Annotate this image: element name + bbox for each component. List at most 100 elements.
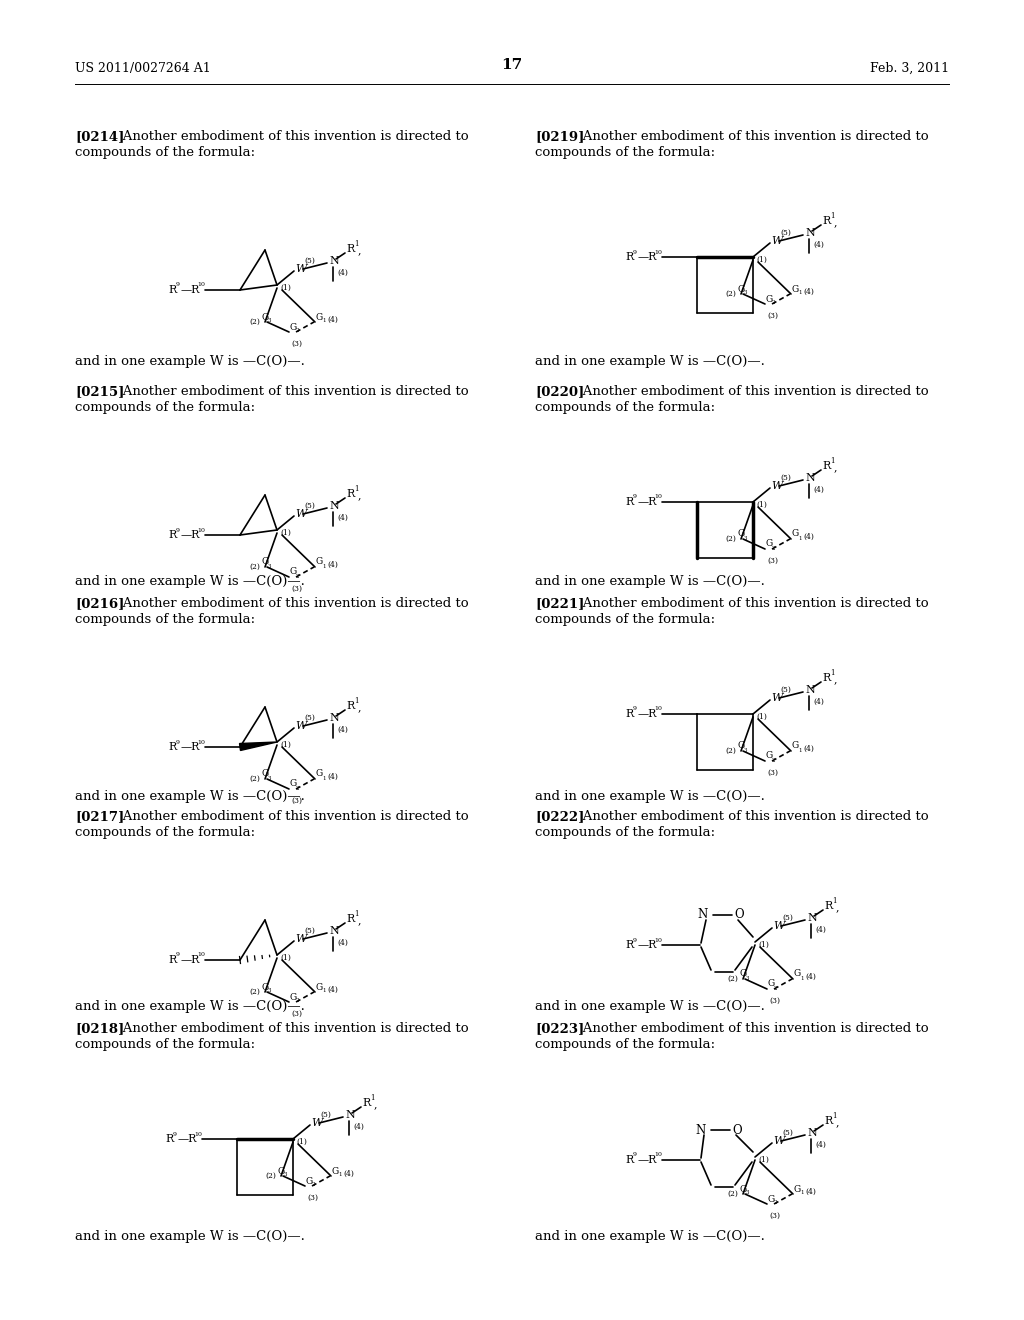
Text: and in one example W is —C(O)—.: and in one example W is —C(O)—. <box>75 1230 305 1243</box>
Text: G: G <box>278 1167 285 1176</box>
Text: W: W <box>773 1137 784 1146</box>
Text: G: G <box>765 294 772 304</box>
Text: 1: 1 <box>322 564 326 569</box>
Text: Another embodiment of this invention is directed to: Another embodiment of this invention is … <box>111 385 469 399</box>
Text: G: G <box>767 1195 774 1204</box>
Text: R: R <box>625 940 633 950</box>
Text: N: N <box>805 685 815 696</box>
Text: R: R <box>625 1155 633 1166</box>
Text: 10: 10 <box>194 1131 202 1137</box>
Text: [0222]: [0222] <box>535 810 585 822</box>
Text: N: N <box>807 1129 817 1138</box>
Text: (3): (3) <box>769 1212 780 1220</box>
Text: G: G <box>331 1167 338 1176</box>
Text: O: O <box>732 1123 741 1137</box>
Text: [0216]: [0216] <box>75 597 124 610</box>
Text: (4): (4) <box>805 973 816 981</box>
Text: N: N <box>695 1123 706 1137</box>
Text: [0220]: [0220] <box>535 385 585 399</box>
Text: N: N <box>329 502 339 511</box>
Text: 9: 9 <box>176 282 180 288</box>
Text: R: R <box>168 954 176 965</box>
Text: W: W <box>295 935 306 944</box>
Text: G: G <box>261 770 268 779</box>
Text: 9: 9 <box>173 1131 177 1137</box>
Text: (2): (2) <box>725 535 736 543</box>
Text: (1): (1) <box>758 941 769 949</box>
Text: G: G <box>791 529 799 539</box>
Text: R: R <box>824 902 833 911</box>
Text: (4): (4) <box>327 774 338 781</box>
Text: (4): (4) <box>805 1188 816 1196</box>
Text: R: R <box>346 244 354 253</box>
Text: 3: 3 <box>268 776 271 780</box>
Text: W: W <box>771 236 782 246</box>
Text: [0218]: [0218] <box>75 1022 124 1035</box>
Text: Another embodiment of this invention is directed to: Another embodiment of this invention is … <box>111 129 469 143</box>
Text: (4): (4) <box>803 744 814 752</box>
Text: —R: —R <box>638 252 657 261</box>
Text: 2: 2 <box>296 573 299 578</box>
Text: R: R <box>362 1098 371 1107</box>
Text: N: N <box>345 1110 354 1119</box>
Text: and in one example W is —C(O)—.: and in one example W is —C(O)—. <box>75 576 305 587</box>
Text: G: G <box>765 751 772 760</box>
Text: (1): (1) <box>280 954 291 962</box>
Text: R: R <box>625 252 633 261</box>
Text: (3): (3) <box>767 312 778 319</box>
Text: 10: 10 <box>654 706 662 711</box>
Text: G: G <box>315 557 323 566</box>
Text: (3): (3) <box>291 585 302 593</box>
Text: 10: 10 <box>654 1152 662 1158</box>
Text: N: N <box>805 228 815 238</box>
Text: N: N <box>697 908 708 921</box>
Text: G: G <box>765 540 772 549</box>
Text: (2): (2) <box>249 987 260 997</box>
Text: 10: 10 <box>654 937 662 942</box>
Text: 1: 1 <box>354 697 358 705</box>
Text: —R: —R <box>638 1155 657 1166</box>
Text: (5): (5) <box>782 1129 793 1137</box>
Text: N: N <box>805 473 815 483</box>
Text: (4): (4) <box>815 1140 826 1148</box>
Text: —R: —R <box>638 498 657 507</box>
Text: G: G <box>289 568 296 577</box>
Text: G: G <box>737 285 744 293</box>
Text: (5): (5) <box>304 714 314 722</box>
Text: 9: 9 <box>633 249 637 255</box>
Text: (5): (5) <box>319 1111 331 1119</box>
Text: 3: 3 <box>744 536 748 540</box>
Text: G: G <box>315 770 323 779</box>
Text: (1): (1) <box>758 1156 769 1164</box>
Text: 1: 1 <box>798 290 802 296</box>
Text: G: G <box>739 1184 746 1193</box>
Text: 3: 3 <box>268 318 271 323</box>
Text: —R: —R <box>181 742 201 752</box>
Text: 1: 1 <box>831 898 837 906</box>
Text: Feb. 3, 2011: Feb. 3, 2011 <box>869 62 949 75</box>
Text: (4): (4) <box>337 726 348 734</box>
Text: [0223]: [0223] <box>535 1022 585 1035</box>
Text: G: G <box>791 742 799 751</box>
Text: (4): (4) <box>813 486 824 494</box>
Text: G: G <box>737 742 744 751</box>
Text: R: R <box>168 531 176 540</box>
Text: and in one example W is —C(O)—.: and in one example W is —C(O)—. <box>535 355 765 368</box>
Text: 17: 17 <box>502 58 522 73</box>
Text: (4): (4) <box>337 939 348 946</box>
Text: ,: , <box>836 902 840 912</box>
Text: ,: , <box>834 462 838 473</box>
Text: compounds of the formula:: compounds of the formula: <box>75 147 255 158</box>
Text: (2): (2) <box>265 1172 275 1180</box>
Text: 1: 1 <box>322 776 326 780</box>
Text: 1: 1 <box>800 975 804 981</box>
Text: [0217]: [0217] <box>75 810 124 822</box>
Text: 1: 1 <box>830 457 835 465</box>
Text: G: G <box>289 322 296 331</box>
Text: compounds of the formula:: compounds of the formula: <box>75 401 255 414</box>
Text: 1: 1 <box>354 909 358 917</box>
Text: (1): (1) <box>280 529 291 537</box>
Text: W: W <box>771 480 782 491</box>
Text: and in one example W is —C(O)—.: and in one example W is —C(O)—. <box>535 576 765 587</box>
Text: G: G <box>793 1184 800 1193</box>
